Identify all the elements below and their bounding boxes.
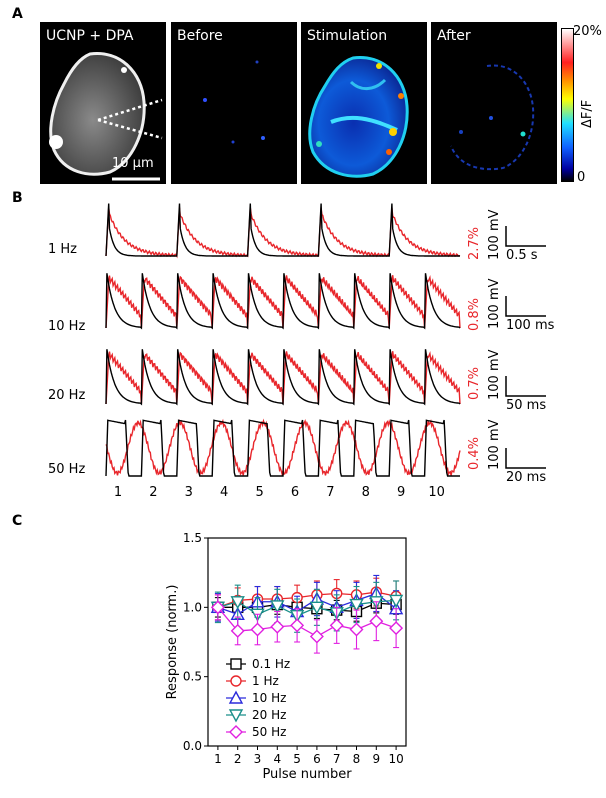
- t-scale-50hz: 20 ms: [506, 470, 547, 485]
- data-point: [369, 614, 384, 629]
- colorbar: [561, 28, 574, 182]
- fluorescence-trace-row-1: [105, 207, 461, 259]
- voltage-trace-row-4: [105, 419, 460, 477]
- colorbar-min-label: 0: [577, 170, 586, 185]
- data-point: [250, 622, 265, 637]
- y-tick-label: 0.5: [183, 670, 202, 684]
- micro-image-after: After: [431, 22, 557, 184]
- data-point: [230, 596, 245, 610]
- colorbar-max-label: 20%: [573, 24, 602, 39]
- data-point: [388, 594, 404, 608]
- data-point: [270, 619, 285, 634]
- pulse-number-label: 6: [290, 485, 300, 500]
- v-scale-1hz: 100 mV: [487, 209, 502, 260]
- pulse-number-label: 4: [220, 485, 229, 500]
- response-chart: 0.0 0.5 1.0 1.5 1 2 3 4 5 6 7 8 9 10 Pulse number Respo…: [165, 531, 407, 782]
- y-tick-label: 1.5: [183, 531, 202, 545]
- voltage-trace-row-2: [105, 273, 461, 330]
- data-point: [230, 623, 245, 638]
- micro-image-stimulation: Stimulation: [301, 22, 427, 184]
- series-line-20-hz: [217, 599, 397, 617]
- pulse-number-label: 3: [184, 485, 193, 500]
- t-scale-1hz: 0.5 s: [506, 248, 538, 263]
- x-axis-label: Pulse number: [262, 767, 352, 782]
- legend-label: 10 Hz: [252, 691, 286, 705]
- y-tick-label: 0.0: [183, 739, 202, 753]
- legend-marker: [230, 658, 242, 670]
- rate-label-1hz: 1 Hz: [48, 242, 78, 257]
- data-point: [349, 598, 364, 613]
- legend-label: 20 Hz: [252, 708, 286, 722]
- scale-bar-label: 10 μm: [112, 156, 154, 171]
- data-point: [210, 600, 225, 615]
- series-line-50-hz: [217, 606, 397, 638]
- pulse-number-label: 8: [361, 485, 370, 500]
- pulse-number-label: 1: [113, 485, 123, 500]
- x-tick-label: 6: [313, 752, 321, 766]
- voltage-trace-row-1: [105, 203, 460, 257]
- image-title-before: Before: [177, 28, 223, 44]
- pulse-number-label: 10: [428, 485, 445, 500]
- pulse-number-label: 2: [149, 485, 158, 500]
- x-tick-label: 7: [333, 752, 341, 766]
- panel-label-c: C: [12, 513, 23, 529]
- rate-label-50hz: 50 Hz: [48, 462, 86, 477]
- pulse-number-label: 9: [397, 485, 406, 500]
- legend-marker: [230, 675, 242, 687]
- x-tick-label: 4: [273, 752, 281, 766]
- data-point: [329, 618, 344, 633]
- voltage-trace-row-3: [105, 349, 461, 406]
- data-point: [270, 600, 285, 614]
- x-tick-label: 5: [293, 752, 301, 766]
- percent-label-1hz: 2.7%: [467, 226, 482, 260]
- micro-image-before: Before: [171, 22, 297, 184]
- data-point: [349, 622, 364, 637]
- micro-image-ucnp: UCNP + DPA 10 μm: [40, 22, 166, 184]
- colorbar-axis-label: ΔF/F: [580, 99, 595, 128]
- panel-label-b: B: [12, 190, 23, 206]
- image-title-after: After: [437, 28, 471, 44]
- data-point: [290, 618, 305, 633]
- panel-label-a: A: [12, 6, 23, 22]
- legend-label: 1 Hz: [252, 674, 279, 688]
- v-scale-10hz: 100 mV: [487, 278, 502, 329]
- stimulation-image: [308, 56, 409, 178]
- t-scale-20hz: 50 ms: [506, 398, 547, 413]
- after-image: [450, 64, 535, 171]
- legend-label: 50 Hz: [252, 725, 286, 739]
- legend-marker: [229, 725, 243, 739]
- percent-label-10hz: 0.8%: [467, 297, 482, 331]
- v-scale-20hz: 100 mV: [487, 349, 502, 400]
- series-line-1-hz: [217, 591, 397, 608]
- legend-marker: [228, 690, 244, 704]
- x-tick-label: 1: [214, 752, 222, 766]
- x-tick-label: 9: [372, 752, 380, 766]
- voltage-fluorescence-traces: [105, 203, 461, 477]
- pulse-number-label: 7: [326, 485, 335, 500]
- rate-label-20hz: 20 Hz: [48, 388, 86, 403]
- percent-label-50hz: 0.4%: [467, 436, 482, 470]
- x-tick-label: 3: [254, 752, 262, 766]
- image-title-ucnp: UCNP + DPA: [46, 28, 134, 44]
- legend-marker: [228, 709, 244, 723]
- before-image: [203, 60, 265, 144]
- t-scale-10hz: 100 ms: [506, 318, 555, 333]
- x-tick-label: 2: [234, 752, 242, 766]
- pulse-number-label: 5: [255, 485, 264, 500]
- data-point: [389, 621, 404, 636]
- y-axis-label: Response (norm.): [165, 585, 180, 700]
- x-tick-label: 8: [353, 752, 361, 766]
- plot-frame: [207, 537, 407, 747]
- v-scale-50hz: 100 mV: [487, 419, 502, 470]
- percent-label-20hz: 0.7%: [467, 366, 482, 400]
- data-point: [309, 601, 325, 615]
- rate-label-10hz: 10 Hz: [48, 319, 86, 334]
- y-tick-label: 1.0: [183, 600, 202, 614]
- data-point: [309, 629, 324, 644]
- legend-label: 0.1 Hz: [252, 657, 290, 671]
- image-title-stimulation: Stimulation: [307, 28, 388, 44]
- x-tick-label: 10: [388, 752, 403, 766]
- cell-brightfield-image: [49, 52, 163, 181]
